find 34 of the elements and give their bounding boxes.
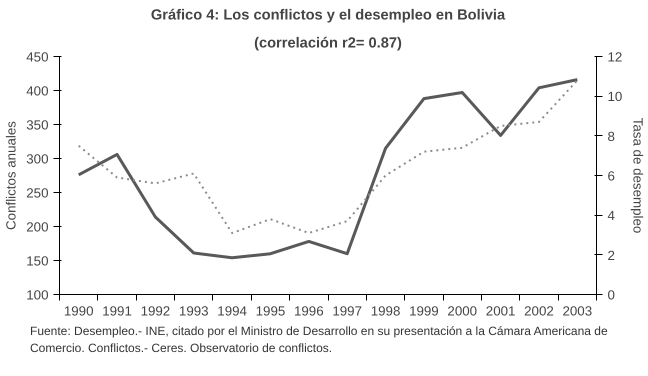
y-tick-label: 400	[26, 84, 49, 98]
x-tick-label: 2002	[524, 304, 554, 318]
chart-subtitle: (correlación r2= 0.87)	[254, 36, 402, 52]
x-tick-label: 2000	[447, 304, 478, 318]
x-tick-label: 1999	[409, 304, 439, 318]
x-tick-label: 1990	[64, 304, 94, 318]
y-tick-label: 300	[26, 152, 49, 166]
y2-tick-label: 2	[608, 248, 615, 263]
y-tick-label: 150	[26, 254, 49, 268]
y-axis-title: Conflictos anuales	[3, 120, 18, 230]
y-tick-label: 200	[26, 220, 49, 234]
y-tick-label: 450	[26, 50, 49, 64]
x-tick-label: 2001	[486, 304, 516, 318]
y2-tick-label: 12	[608, 50, 622, 64]
x-tick-label: 1992	[140, 304, 170, 318]
y2-tick-label: 8	[608, 128, 615, 144]
y2-tick-label: 6	[608, 168, 615, 184]
y2-tick-label: 0	[608, 288, 615, 302]
x-tick-label: 1994	[217, 304, 248, 318]
x-tick-label: 1995	[256, 304, 286, 318]
x-tick-label: 1993	[178, 304, 209, 318]
source-note: Fuente: Desempleo.- INE, citado por el Ministro de Desarrollo en su presentación a la Cámara Americana de Comercio. Conflictos.- Ceres. Observatorio de conflictos.	[30, 323, 609, 358]
x-tick-label: 1998	[370, 304, 400, 318]
y-tick-label: 250	[26, 186, 49, 200]
chart-title: Gráfico 4: Los conflictos y el desempleo en Bolivia	[150, 8, 506, 24]
x-tick-label: 2003	[562, 304, 592, 318]
y2-tick-label: 10	[608, 89, 622, 104]
y-tick-label: 100	[26, 288, 49, 302]
x-tick-label: 1997	[332, 304, 362, 318]
y2-axis-title: Tasa de desempleo	[630, 118, 646, 234]
y2-tick-label: 4	[608, 208, 616, 224]
y-tick-label: 350	[26, 118, 49, 132]
x-tick-label: 1991	[102, 304, 132, 318]
x-tick-label: 1996	[294, 304, 324, 318]
